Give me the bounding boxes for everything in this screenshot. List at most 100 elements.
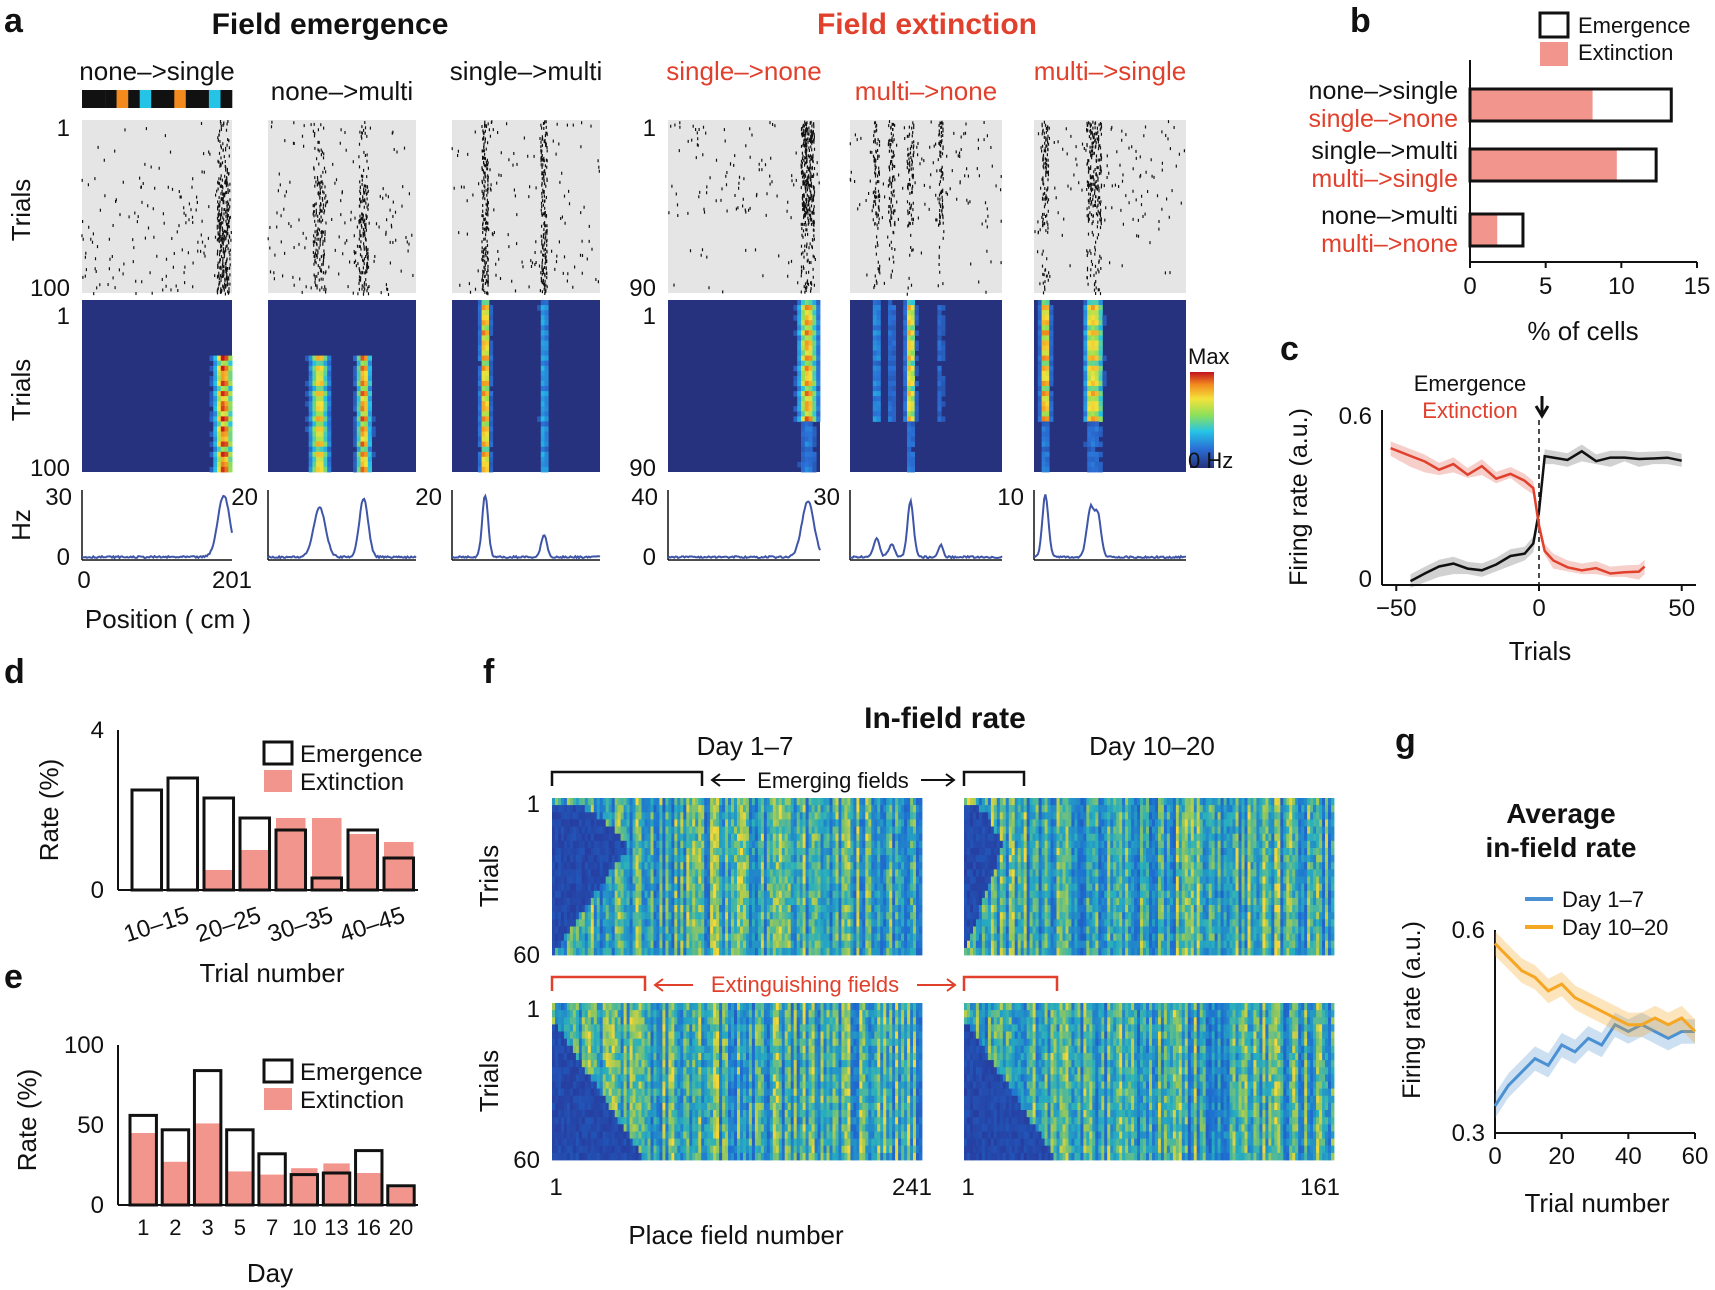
- f-heatmap-cell: [635, 919, 639, 927]
- f-heatmap-cell: [695, 905, 699, 913]
- f-heatmap-cell: [766, 812, 771, 820]
- f-heatmap-cell: [1068, 798, 1072, 806]
- f-heatmap-cell: [790, 869, 795, 877]
- f-heatmap-cell: [826, 912, 830, 920]
- f-heatmap-cell: [871, 890, 875, 899]
- f-heatmap-cell: [775, 805, 780, 813]
- f-heatmap-cell: [638, 798, 642, 806]
- f-heatmap-cell: [874, 919, 878, 927]
- f-heatmap-cell: [728, 840, 732, 849]
- f-heatmap-cell: [871, 940, 875, 949]
- f-heatmap-cell: [1319, 826, 1323, 834]
- f-heatmap-cell: [835, 890, 839, 899]
- f-heatmap-cell: [1235, 805, 1239, 813]
- f-heatmap-cell: [978, 840, 983, 849]
- f-heatmap-cell: [623, 805, 627, 813]
- heatmap-cell: [1098, 325, 1103, 331]
- heatmap-cell: [801, 446, 806, 453]
- f-heatmap-cell: [590, 947, 595, 956]
- f-heatmap-cell: [677, 897, 681, 906]
- f-heatmap-cell: [605, 897, 610, 906]
- heatmap-cell: [356, 406, 361, 412]
- heatmap-cell: [540, 310, 545, 316]
- f-heatmap-cell: [1119, 826, 1123, 834]
- e-xtick-6: 13: [324, 1215, 348, 1240]
- f-heatmap-cell: [823, 919, 827, 927]
- f-heatmap-cell: [892, 819, 896, 827]
- f-heatmap-cell: [704, 869, 708, 877]
- f-heatmap-cell: [590, 862, 595, 870]
- f-heatmap-cell: [763, 926, 768, 934]
- heatmap-cell: [213, 411, 218, 417]
- f-heatmap-cell: [796, 919, 801, 927]
- f-heatmap-cell: [847, 919, 851, 927]
- f-heatmap-cell: [558, 912, 562, 920]
- f-heatmap-cell: [874, 912, 878, 920]
- f-heatmap-cell: [784, 933, 789, 942]
- f-heatmap-cell: [743, 876, 747, 884]
- f-heatmap-cell: [641, 883, 645, 892]
- f-heatmap-cell: [811, 905, 815, 913]
- f-heatmap-cell: [623, 798, 627, 806]
- heatmap-cell: [477, 345, 482, 351]
- f-heatmap-cell: [829, 812, 833, 820]
- f-heatmap-cell: [799, 848, 804, 856]
- heatmap-cell: [872, 305, 877, 311]
- f-heatmap-cell: [820, 940, 824, 949]
- f-heatmap-cell: [763, 848, 768, 856]
- f-heatmap-cell: [1166, 833, 1171, 842]
- f-heatmap-cell: [751, 883, 756, 892]
- f-heatmap-cell: [820, 926, 824, 934]
- heatmap-cell: [319, 401, 324, 407]
- heatmap-cell: [213, 441, 218, 448]
- f-heatmap-cell: [716, 933, 720, 942]
- f-heatmap-cell: [614, 805, 619, 813]
- track-texture-segment: [162, 90, 175, 108]
- raster-spikes: [1034, 120, 1185, 296]
- heatmap-cell: [319, 446, 324, 453]
- f-heatmap-cell: [734, 805, 738, 813]
- heatmap-cell: [1037, 380, 1042, 387]
- f-heatmap-cell: [665, 869, 669, 877]
- f-heatmap-cell: [555, 805, 559, 813]
- f-heatmap-cell: [552, 833, 556, 842]
- f-heatmap-cell: [850, 926, 854, 934]
- heatmap-cell: [1094, 401, 1099, 407]
- heatmap-cell: [319, 411, 324, 417]
- f-heatmap-cell: [605, 890, 610, 899]
- f-heatmap-cell: [901, 798, 905, 806]
- f-heatmap-cell: [757, 840, 762, 849]
- f-heatmap-cell: [695, 812, 699, 820]
- emergence-title: Field emergence: [212, 8, 449, 41]
- f-heatmap-cell: [731, 848, 735, 856]
- f-heatmap-cell: [973, 798, 977, 806]
- f-heatmap-cell: [883, 840, 887, 849]
- f-heatmap-cell: [701, 826, 705, 834]
- f-heatmap-cell: [859, 798, 863, 806]
- f-heatmap-cell: [1119, 805, 1123, 813]
- f-heatmap-cell: [775, 819, 780, 827]
- f-heatmap-cell: [572, 897, 577, 906]
- f-heatmap-cell: [635, 840, 639, 849]
- f-heatmap-cell: [1259, 826, 1263, 834]
- f-heatmap-cell: [746, 933, 750, 942]
- f-heatmap-cell: [698, 890, 702, 899]
- f-heatmap-cell: [1158, 833, 1162, 842]
- d-ytick-0: 0: [91, 877, 104, 904]
- f-heatmap-cell: [1062, 798, 1066, 806]
- heatmap-cell: [544, 451, 549, 458]
- f-heatmap-cell: [832, 819, 836, 827]
- mean-rate-line: [667, 500, 821, 560]
- heatmap-cell: [360, 466, 365, 473]
- d-bar-extinction: [240, 850, 270, 890]
- f-heatmap-cell: [964, 805, 968, 813]
- heatmap-cell: [489, 370, 494, 377]
- f-heatmap-cell: [701, 833, 705, 842]
- f-heatmap-cell: [844, 819, 848, 827]
- f-heatmap-cell: [796, 926, 801, 934]
- f-heatmap-cell: [751, 876, 756, 884]
- f-heatmap-cell: [629, 890, 633, 899]
- f-heatmap-cell: [748, 940, 753, 949]
- f-heatmap-cell: [581, 933, 586, 942]
- f-heatmap-cell: [919, 883, 923, 892]
